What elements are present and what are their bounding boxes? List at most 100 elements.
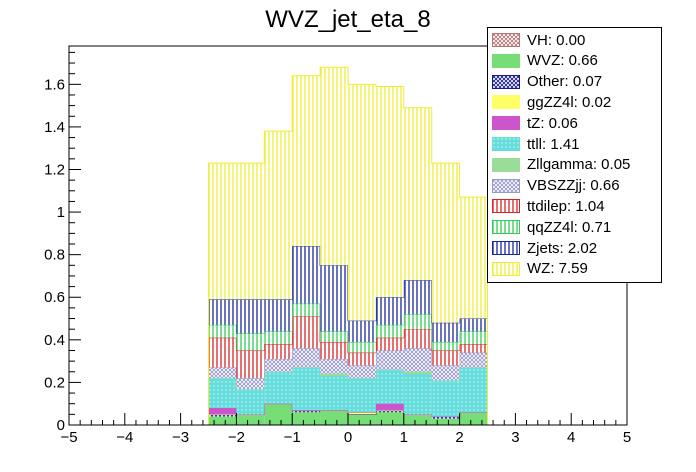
bar-segment xyxy=(292,412,321,425)
x-tick-label: −1 xyxy=(284,429,301,446)
series-9 xyxy=(208,303,488,425)
bar-segment xyxy=(236,299,265,334)
bar-segment xyxy=(403,107,432,281)
series-8 xyxy=(208,315,488,425)
legend-label: WVZ: 0.66 xyxy=(527,52,598,70)
bar-segment xyxy=(403,348,432,372)
legend-swatch xyxy=(492,116,520,131)
y-tick-label: 0.4 xyxy=(44,332,65,349)
bar-segment xyxy=(403,329,432,349)
y-axis: 0 0.2 0.4 0.6 0.8 1 1.2 1.4 1.6 xyxy=(44,51,81,434)
bar-segment xyxy=(459,197,488,319)
bar-segment xyxy=(459,318,488,332)
x-tick-label: 1 xyxy=(400,429,408,446)
bar-segment xyxy=(292,75,321,247)
legend-item: VBSZZjj: 0.66 xyxy=(492,177,620,195)
legend-item: VH: 0.00 xyxy=(492,31,585,49)
legend-label: ttll: 1.41 xyxy=(527,135,580,153)
legend-label: Zllgamma: 0.05 xyxy=(527,156,631,174)
bar-segment xyxy=(236,350,265,379)
bar-segment xyxy=(348,414,376,425)
bar-segment xyxy=(292,410,321,413)
legend-swatch xyxy=(492,241,520,255)
bar-segment xyxy=(236,333,265,351)
bar-segment xyxy=(375,337,404,351)
bar-segment xyxy=(292,316,321,349)
x-tick-label: −2 xyxy=(228,429,245,446)
legend-swatch xyxy=(492,220,520,235)
bar-segment xyxy=(348,84,376,321)
x-tick-label: −4 xyxy=(116,429,133,446)
bar-segment xyxy=(208,163,237,300)
bar-segment xyxy=(264,131,293,300)
x-tick-label: 3 xyxy=(511,429,519,446)
bar-segment xyxy=(208,407,237,415)
bar-segment xyxy=(431,365,460,381)
bar-segment xyxy=(431,418,460,425)
y-tick-label: 1.6 xyxy=(44,76,65,93)
bar-segment xyxy=(320,376,348,411)
y-tick-label: 1.4 xyxy=(44,119,65,136)
bar-segment xyxy=(264,371,293,404)
bar-segment xyxy=(320,410,348,425)
bar-segment xyxy=(459,352,488,368)
bar-segment xyxy=(264,358,293,372)
bar-segment xyxy=(348,320,376,342)
bar-segment xyxy=(375,412,404,425)
bar-segment xyxy=(236,388,265,415)
bar-segment xyxy=(320,358,348,374)
legend-item: ttdilep: 1.04 xyxy=(492,197,605,215)
bar-segment xyxy=(403,371,432,374)
legend-label: tZ: 0.06 xyxy=(527,114,578,132)
legend-label: ggZZ4l: 0.02 xyxy=(527,93,612,111)
legend-swatch xyxy=(492,261,520,276)
bar-segment xyxy=(431,163,460,323)
bar-segment xyxy=(348,352,376,366)
legend: VH: 0.00 WVZ: 0.66 Other: 0.07 ggZZ4l: 0.02… xyxy=(487,27,662,283)
bar-segment xyxy=(264,331,293,345)
bar-segment xyxy=(208,367,237,379)
bar-segment xyxy=(208,324,237,338)
bar-segment xyxy=(264,344,293,359)
bar-segment xyxy=(403,414,432,425)
legend-item: Zllgamma: 0.05 xyxy=(492,156,630,174)
bar-segment xyxy=(320,373,348,377)
bar-segment xyxy=(320,331,348,342)
bar-segment xyxy=(320,67,348,266)
legend-swatch xyxy=(492,157,520,172)
bar-segment xyxy=(375,297,404,325)
legend-item: Zjets: 2.02 xyxy=(492,239,597,257)
series-10 xyxy=(208,245,488,425)
y-tick-label: 1.2 xyxy=(44,161,65,178)
bar-segment xyxy=(459,412,488,425)
bar-segment xyxy=(292,367,321,411)
bar-segment xyxy=(403,280,432,315)
bar-segment xyxy=(348,378,376,413)
bar-segment xyxy=(431,341,460,351)
legend-swatch xyxy=(492,74,520,89)
bar-segment xyxy=(292,303,321,317)
x-tick-label: 5 xyxy=(623,429,631,446)
legend-item: Other: 0.07 xyxy=(492,73,602,91)
bar-segment xyxy=(459,344,488,353)
legend-item: qqZZ4l: 0.71 xyxy=(492,218,611,236)
x-tick-label: −3 xyxy=(172,429,189,446)
bar-segment xyxy=(459,367,488,413)
y-tick-label: 0 xyxy=(57,417,65,434)
bar-segment xyxy=(431,322,460,342)
bar-segment xyxy=(375,403,404,411)
bar-segment xyxy=(208,337,237,368)
bar-segment xyxy=(208,299,237,325)
chart-title: WVZ_jet_eta_8 xyxy=(265,6,431,33)
bar-segment xyxy=(403,314,432,330)
bar-segment xyxy=(431,380,460,417)
bar-segment xyxy=(264,299,293,332)
legend-item: WZ: 7.59 xyxy=(492,260,588,278)
legend-swatch xyxy=(492,199,520,214)
x-tick-label: −5 xyxy=(60,429,77,446)
legend-label: Zjets: 2.02 xyxy=(527,239,598,257)
bar-segment xyxy=(403,373,432,415)
legend-swatch xyxy=(492,53,520,68)
legend-item: WVZ: 0.66 xyxy=(492,52,598,70)
